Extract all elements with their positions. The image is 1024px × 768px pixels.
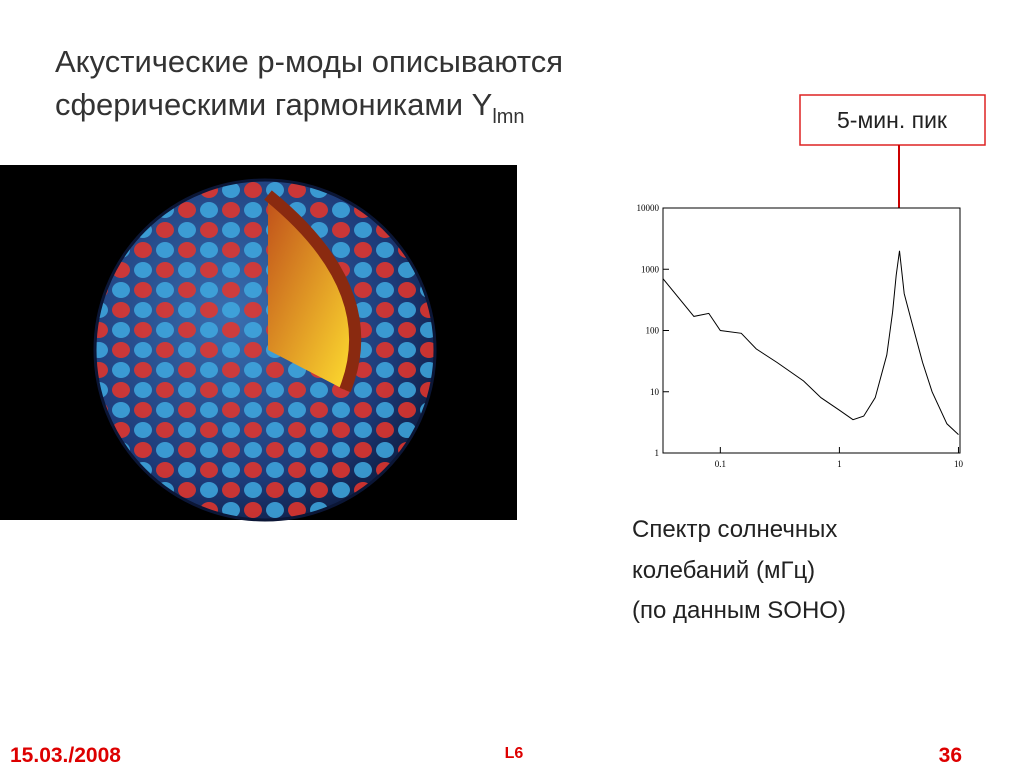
footer-date: 15.03./2008 <box>10 744 121 767</box>
y-tick-label: 1 <box>655 448 660 458</box>
y-tick-label: 100 <box>646 326 660 336</box>
caption-line: (по данным SOHO) <box>632 597 846 624</box>
spectrum-chart: 1 10 100 1000 10000 0.1 1 10 <box>637 203 964 469</box>
spectrum-line <box>662 250 959 435</box>
caption-line: Спектр солнечных <box>632 516 837 543</box>
x-tick-label: 0.1 <box>715 459 726 469</box>
y-tick-label: 1000 <box>641 264 660 274</box>
footer-page: 36 <box>939 744 962 767</box>
caption-line: колебаний (мГц) <box>632 557 815 584</box>
plot-frame <box>662 207 961 454</box>
footer-lecture: L6 <box>505 745 524 762</box>
y-tick-label: 10000 <box>637 203 660 213</box>
title-text: сферическими гармониками Y <box>55 87 492 122</box>
title-line: Акустические p-моды описываются <box>55 44 563 79</box>
title-subscript: lmn <box>492 106 524 128</box>
x-tick-label: 1 <box>837 459 842 469</box>
callout-box <box>799 94 986 146</box>
y-tick-label: 10 <box>650 387 660 397</box>
callout: 5-мин. пик <box>837 107 948 133</box>
title-line: сферическими гармониками Ylmn <box>55 87 525 128</box>
sun-illustration <box>0 165 517 522</box>
x-tick-label: 10 <box>954 459 964 469</box>
